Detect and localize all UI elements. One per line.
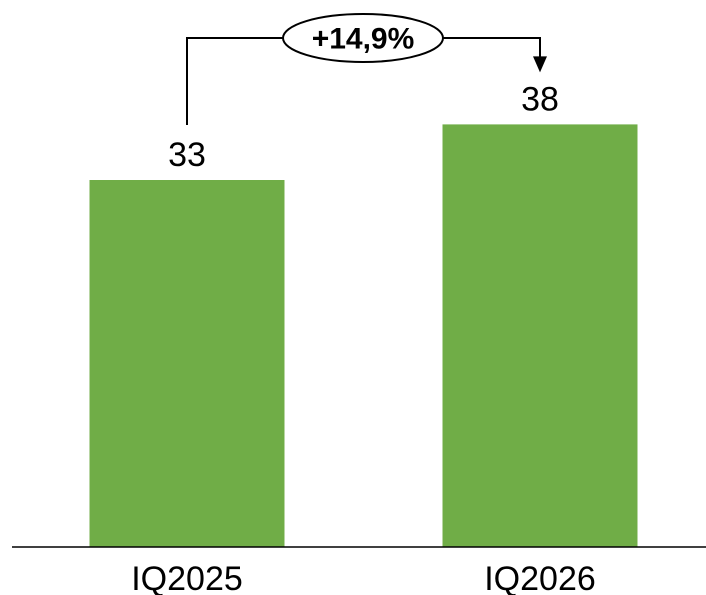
data-label-iq2026: 38	[521, 80, 559, 118]
x-tick-label-iq2026: IQ2026	[484, 560, 596, 595]
growth-annotation-label: +14,9%	[312, 23, 415, 56]
bar-iq2025	[89, 180, 285, 547]
bars-group	[89, 124, 638, 548]
growth-arrowhead	[533, 56, 547, 73]
data-label-iq2025: 33	[168, 136, 206, 174]
x-tick-label-iq2025: IQ2025	[131, 560, 243, 595]
growth-bubble	[282, 13, 444, 63]
bar-iq2026	[442, 124, 638, 548]
